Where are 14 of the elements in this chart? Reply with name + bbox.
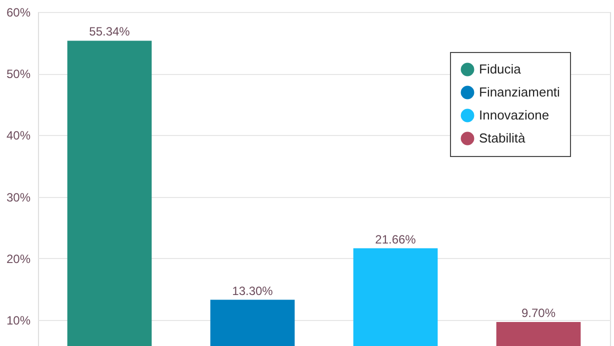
- legend-label: Innovazione: [479, 108, 550, 122]
- legend-label: Fiducia: [479, 62, 522, 76]
- y-tick-label: 40%: [6, 128, 31, 143]
- y-tick-label: 30%: [6, 190, 31, 204]
- data-label: 9.70%: [521, 306, 556, 320]
- y-tick-label: 50%: [6, 67, 31, 82]
- y-tick-label: 60%: [6, 6, 31, 20]
- y-tick-label: 10%: [6, 314, 31, 328]
- data-label: 55.34%: [89, 24, 130, 39]
- data-label: 21.66%: [375, 232, 416, 246]
- legend-label: Stabilità: [479, 130, 526, 146]
- legend-label: Finanziamenti: [479, 84, 560, 100]
- y-tick-label: 20%: [6, 252, 31, 266]
- data-label: 13.30%: [232, 284, 274, 298]
